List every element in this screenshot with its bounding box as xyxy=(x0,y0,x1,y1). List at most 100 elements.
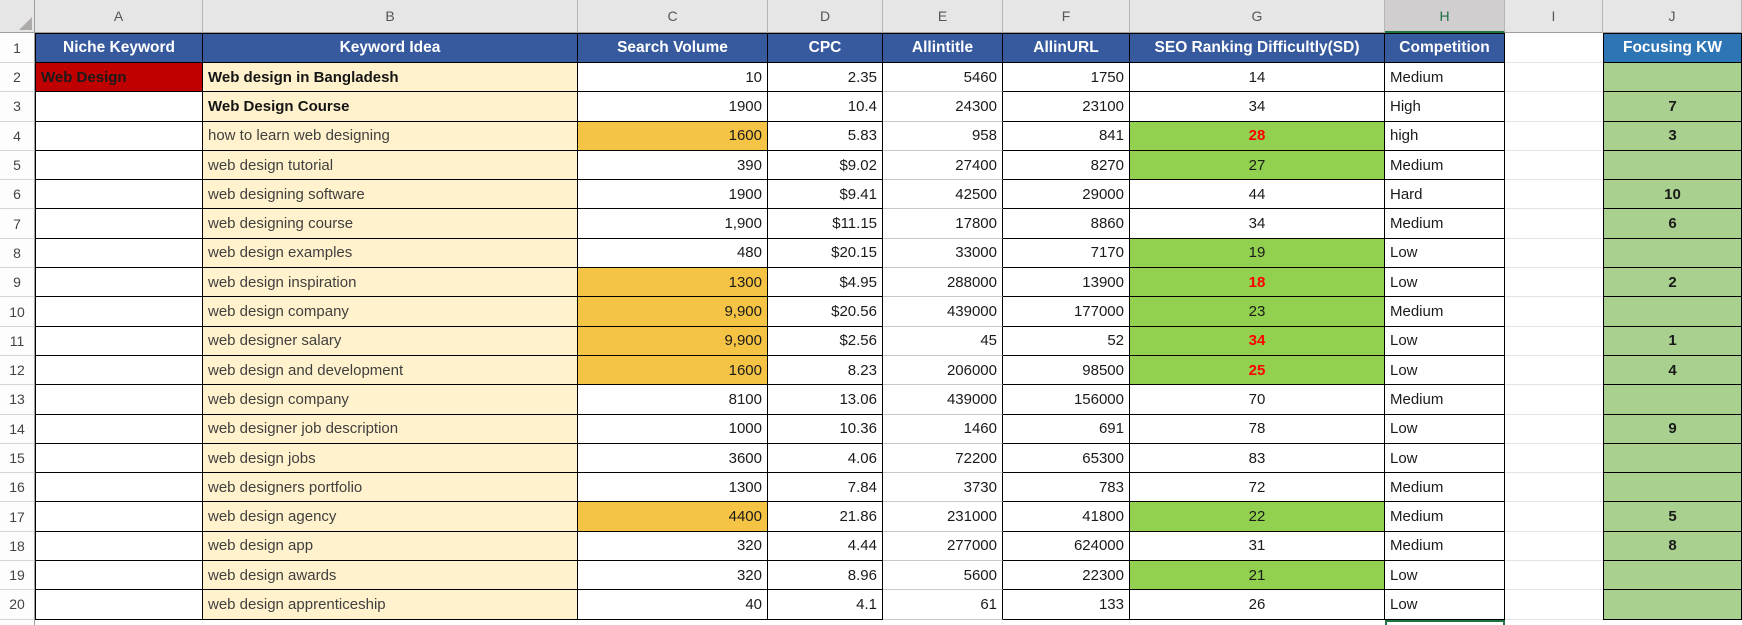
cell-D7[interactable]: $11.15 xyxy=(768,209,883,239)
cell-J19[interactable] xyxy=(1603,561,1742,591)
cell-E8[interactable]: 33000 xyxy=(883,238,1003,269)
cell-A20[interactable] xyxy=(35,590,203,620)
cell-F20[interactable]: 133 xyxy=(1003,590,1130,620)
cell-B17[interactable]: web design agency xyxy=(203,502,578,532)
cell-E3[interactable]: 24300 xyxy=(883,92,1003,122)
cell-B10[interactable]: web design company xyxy=(203,297,578,327)
cell-B6[interactable]: web designing software xyxy=(203,180,578,210)
cell-A13[interactable] xyxy=(35,385,203,415)
cell-J9[interactable]: 2 xyxy=(1603,268,1742,298)
cell-H17[interactable]: Medium xyxy=(1385,502,1505,532)
cell-E12[interactable]: 206000 xyxy=(883,355,1003,386)
cell-J12[interactable]: 4 xyxy=(1603,355,1742,386)
row-header-8[interactable]: 8 xyxy=(0,238,35,269)
cell-G14[interactable]: 78 xyxy=(1130,414,1385,444)
cell-G20[interactable]: 26 xyxy=(1130,590,1385,620)
cell-C17[interactable]: 4400 xyxy=(578,502,768,532)
cell-J6[interactable]: 10 xyxy=(1603,180,1742,210)
cell-H1[interactable]: Competition xyxy=(1385,33,1505,63)
cell-I10[interactable] xyxy=(1505,297,1603,327)
cell-C3[interactable]: 1900 xyxy=(578,92,768,122)
cell-A19[interactable] xyxy=(35,561,203,591)
cell-F5[interactable]: 8270 xyxy=(1003,150,1130,181)
column-header-J[interactable]: J xyxy=(1603,0,1742,33)
cell-F1[interactable]: AllinURL xyxy=(1003,33,1130,63)
row-header-9[interactable]: 9 xyxy=(0,268,35,298)
row-header-16[interactable]: 16 xyxy=(0,473,35,503)
cell-I13[interactable] xyxy=(1505,385,1603,415)
cell-J1[interactable]: Focusing KW xyxy=(1603,33,1742,63)
cell-A16[interactable] xyxy=(35,473,203,503)
cell-C13[interactable]: 8100 xyxy=(578,385,768,415)
row-header-7[interactable]: 7 xyxy=(0,209,35,239)
row-header-4[interactable]: 4 xyxy=(0,121,35,151)
cell-D6[interactable]: $9.41 xyxy=(768,180,883,210)
cell-E9[interactable]: 288000 xyxy=(883,268,1003,298)
row-header-5[interactable]: 5 xyxy=(0,150,35,181)
cell-G16[interactable]: 72 xyxy=(1130,473,1385,503)
cell-B19[interactable]: web design awards xyxy=(203,561,578,591)
cell-C12[interactable]: 1600 xyxy=(578,355,768,386)
cell-I6[interactable] xyxy=(1505,180,1603,210)
cell-F19[interactable]: 22300 xyxy=(1003,561,1130,591)
cell-H6[interactable]: Hard xyxy=(1385,180,1505,210)
cell-J11[interactable]: 1 xyxy=(1603,326,1742,356)
cell-E10[interactable]: 439000 xyxy=(883,297,1003,327)
cell-A15[interactable] xyxy=(35,443,203,474)
cell-B8[interactable]: web design examples xyxy=(203,238,578,269)
cell-I1[interactable] xyxy=(1505,33,1603,63)
cell-H21[interactable] xyxy=(1385,619,1505,625)
select-all-corner[interactable] xyxy=(0,0,35,33)
cell-G15[interactable]: 83 xyxy=(1130,443,1385,474)
column-header-E[interactable]: E xyxy=(883,0,1003,33)
column-header-F[interactable]: F xyxy=(1003,0,1130,33)
cell-C1[interactable]: Search Volume xyxy=(578,33,768,63)
cell-E16[interactable]: 3730 xyxy=(883,473,1003,503)
cell-C10[interactable]: 9,900 xyxy=(578,297,768,327)
cell-E14[interactable]: 1460 xyxy=(883,414,1003,444)
cell-H20[interactable]: Low xyxy=(1385,590,1505,620)
cell-F7[interactable]: 8860 xyxy=(1003,209,1130,239)
cell-F2[interactable]: 1750 xyxy=(1003,63,1130,93)
cell-F4[interactable]: 841 xyxy=(1003,121,1130,151)
cell-E7[interactable]: 17800 xyxy=(883,209,1003,239)
cell-B14[interactable]: web designer job description xyxy=(203,414,578,444)
cell-C9[interactable]: 1300 xyxy=(578,268,768,298)
cell-H10[interactable]: Medium xyxy=(1385,297,1505,327)
cell-D5[interactable]: $9.02 xyxy=(768,150,883,181)
cell-I21[interactable] xyxy=(1505,619,1603,625)
row-header-12[interactable]: 12 xyxy=(0,355,35,386)
cell-G13[interactable]: 70 xyxy=(1130,385,1385,415)
cell-B20[interactable]: web design apprenticeship xyxy=(203,590,578,620)
cell-I7[interactable] xyxy=(1505,209,1603,239)
cell-H8[interactable]: Low xyxy=(1385,238,1505,269)
cell-B2[interactable]: Web design in Bangladesh xyxy=(203,63,578,93)
cell-F21[interactable] xyxy=(1003,619,1130,625)
row-header-13[interactable]: 13 xyxy=(0,385,35,415)
cell-A8[interactable] xyxy=(35,238,203,269)
cell-D17[interactable]: 21.86 xyxy=(768,502,883,532)
cell-D12[interactable]: 8.23 xyxy=(768,355,883,386)
cell-I17[interactable] xyxy=(1505,502,1603,532)
cell-J17[interactable]: 5 xyxy=(1603,502,1742,532)
column-header-I[interactable]: I xyxy=(1505,0,1603,33)
cell-J4[interactable]: 3 xyxy=(1603,121,1742,151)
cell-G5[interactable]: 27 xyxy=(1130,150,1385,181)
cell-H16[interactable]: Medium xyxy=(1385,473,1505,503)
cell-J5[interactable] xyxy=(1603,150,1742,181)
cell-A2[interactable]: Web Design xyxy=(35,63,203,93)
cell-I11[interactable] xyxy=(1505,326,1603,356)
row-header-11[interactable]: 11 xyxy=(0,326,35,356)
cell-G9[interactable]: 18 xyxy=(1130,268,1385,298)
cell-F18[interactable]: 624000 xyxy=(1003,531,1130,562)
cell-H7[interactable]: Medium xyxy=(1385,209,1505,239)
cell-E1[interactable]: Allintitle xyxy=(883,33,1003,63)
row-header-18[interactable]: 18 xyxy=(0,531,35,562)
cell-B15[interactable]: web design jobs xyxy=(203,443,578,474)
cell-G12[interactable]: 25 xyxy=(1130,355,1385,386)
cell-I5[interactable] xyxy=(1505,150,1603,181)
cell-C20[interactable]: 40 xyxy=(578,590,768,620)
cell-I16[interactable] xyxy=(1505,473,1603,503)
cell-A1[interactable]: Niche Keyword xyxy=(35,33,203,63)
cell-D13[interactable]: 13.06 xyxy=(768,385,883,415)
